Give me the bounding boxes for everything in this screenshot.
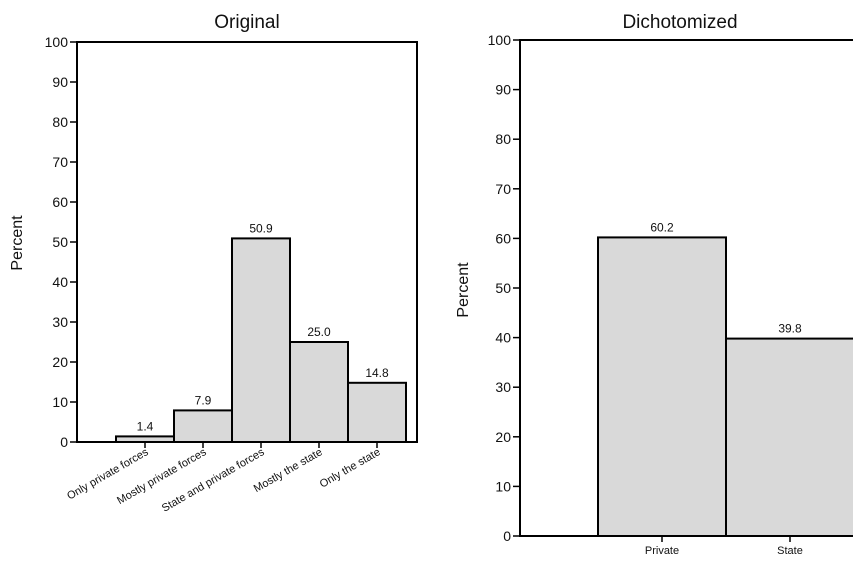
panel-original-y-tick-label: 20: [52, 354, 68, 370]
panel-original-bars: 1.4 7.9 50.9 25.0 14.8: [115, 221, 407, 443]
panel-dichotomized-ylabel: Percent: [455, 262, 472, 318]
panel-original-x-category-label: Only the state: [318, 446, 383, 490]
panel-dichotomized-y-tick-label: 60: [495, 230, 511, 246]
panel-dichotomized-bar-value-label: 39.8: [778, 322, 802, 336]
panel-original-bar: [231, 237, 291, 443]
panel-dichotomized-y-tick-label: 70: [495, 181, 511, 197]
panel-dichotomized-y-tick-label: 30: [495, 379, 511, 395]
panel-dichotomized-y-tick-label: 20: [495, 429, 511, 445]
panel-original-y-tick-label: 10: [52, 394, 68, 410]
panel-original-bar: [289, 341, 349, 443]
panel-original-bar-value-label: 50.9: [249, 221, 273, 235]
panel-original-y-tick-label: 80: [52, 114, 68, 130]
panel-original-y-tick-label: 90: [52, 74, 68, 90]
panel-dichotomized-y-tick-label: 80: [495, 131, 511, 147]
panel-original-y-tick-label: 30: [52, 314, 68, 330]
panel-original-bar: [115, 435, 175, 443]
panel-dichotomized-title: Dichotomized: [622, 12, 737, 33]
panel-dichotomized-x-labels: Private State: [645, 536, 803, 557]
panel-original-y-tick-label: 60: [52, 194, 68, 210]
panel-original-bar-value-label: 1.4: [137, 419, 154, 433]
panel-dichotomized-bars: 60.2 39.8: [597, 220, 853, 538]
panel-original: Original Percent 0102030405060708090100 …: [9, 12, 418, 515]
panel-original-title: Original: [214, 12, 279, 33]
panel-original-bar: [347, 381, 407, 443]
panel-dichotomized-y-ticks: 0 10 20 30 40 50 60 70 80 90 100: [488, 32, 520, 544]
panel-dichotomized-bar-value-label: 60.2: [650, 220, 674, 234]
panel-dichotomized-y-tick-label: 0: [503, 528, 511, 544]
panel-dichotomized-bar: [725, 337, 853, 538]
panel-dichotomized-x-category-label: Private: [645, 545, 679, 557]
panel-dichotomized-x-category-label: State: [777, 545, 803, 557]
panel-original-y-tick-label: 0: [60, 434, 68, 450]
panel-original-ylabel: Percent: [9, 215, 26, 271]
panel-dichotomized: Dichotomized Percent 0 10 20 30 40 50 60 70 80 90…: [455, 12, 853, 557]
panel-dichotomized-y-tick-label: 50: [495, 280, 511, 296]
panel-original-bar-value-label: 7.9: [195, 393, 212, 407]
panel-dichotomized-bar: [597, 236, 727, 538]
panel-original-y-tick-label: 40: [52, 274, 68, 290]
panel-dichotomized-y-tick-label: 90: [495, 82, 511, 98]
panel-original-y-tick-label: 100: [45, 34, 69, 50]
panel-original-bar: [173, 409, 233, 443]
panel-dichotomized-y-tick-label: 40: [495, 330, 511, 346]
panel-original-y-tick-label: 50: [52, 234, 68, 250]
panel-original-y-ticks: 0 10 20 30 40 50 60 70 80 90 100: [45, 34, 77, 450]
panel-dichotomized-y-tick-label: 10: [495, 478, 511, 494]
panel-original-bar-value-label: 25.0: [307, 325, 331, 339]
panel-dichotomized-y-tick-label: 100: [488, 32, 512, 48]
panel-original-bar-value-label: 14.8: [365, 366, 389, 380]
panel-original-x-category-label: State and private forces: [160, 446, 267, 515]
panel-original-y-tick-label: 70: [52, 154, 68, 170]
